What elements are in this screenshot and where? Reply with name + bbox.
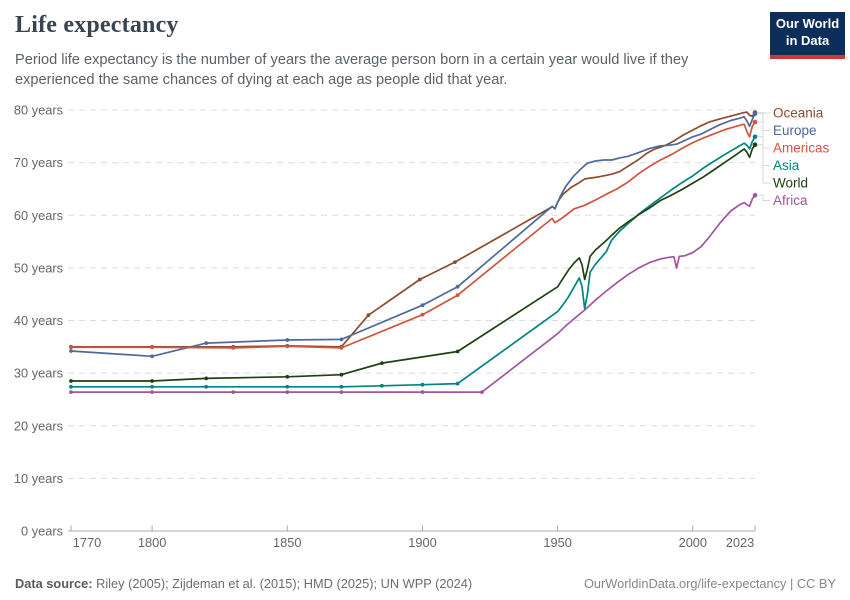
- legend-label-oceania[interactable]: Oceania: [773, 106, 824, 121]
- data-point-asia[interactable]: [420, 382, 425, 387]
- data-point-asia[interactable]: [380, 383, 384, 388]
- data-point-europe[interactable]: [204, 341, 209, 345]
- data-point-africa[interactable]: [285, 390, 290, 394]
- owid-logo-line1: Our World: [775, 16, 840, 31]
- data-point-world[interactable]: [285, 374, 290, 379]
- data-point-world-final[interactable]: [752, 142, 758, 147]
- x-axis-tick-label: 1800: [138, 535, 166, 550]
- x-axis-tick-label: 2023: [726, 535, 754, 550]
- x-axis-tick-label: 1900: [408, 535, 436, 550]
- data-point-europe[interactable]: [69, 349, 73, 353]
- y-axis-tick-label: 30 years: [14, 366, 63, 381]
- data-point-world[interactable]: [69, 379, 73, 383]
- series-line-africa[interactable]: [70, 194, 756, 393]
- data-point-americas[interactable]: [339, 346, 344, 350]
- data-point-africa-final[interactable]: [752, 193, 758, 198]
- data-point-asia[interactable]: [204, 384, 209, 389]
- series-line-world[interactable]: [70, 143, 756, 382]
- data-point-africa[interactable]: [69, 390, 73, 394]
- footer-separator: |: [786, 576, 797, 591]
- legend-connector: [758, 136, 770, 166]
- license-badge: CC BY: [796, 576, 836, 591]
- data-point-americas-final[interactable]: [752, 119, 758, 125]
- data-point-americas[interactable]: [231, 346, 236, 350]
- chart-subtitle: Period life expectancy is the number of …: [15, 52, 689, 89]
- data-point-europe[interactable]: [339, 337, 344, 342]
- legend-label-americas[interactable]: Americas: [773, 141, 830, 156]
- data-source-label: Data source:: [15, 576, 93, 591]
- data-point-world[interactable]: [455, 349, 460, 354]
- data-source-note: Data source: Riley (2005); Zijdeman et a…: [15, 576, 472, 591]
- owid-logo[interactable]: Our World in Data: [770, 12, 845, 59]
- data-point-americas[interactable]: [285, 344, 290, 349]
- y-axis-tick-label: 60 years: [14, 208, 63, 223]
- data-source-list: Riley (2005); Zijdeman et al. (2015); HM…: [92, 576, 473, 591]
- data-point-europe[interactable]: [455, 284, 460, 289]
- legend-label-asia[interactable]: Asia: [773, 158, 800, 173]
- data-point-americas[interactable]: [150, 345, 155, 350]
- x-axis-tick-label: 1950: [543, 535, 571, 550]
- legend-connector: [758, 144, 770, 184]
- owid-logo-line2: in Data: [785, 32, 830, 48]
- data-point-asia-final[interactable]: [752, 134, 758, 140]
- data-point-africa[interactable]: [150, 390, 155, 394]
- y-axis-tick-label: 70 years: [14, 155, 63, 170]
- legend-connector: [758, 121, 770, 149]
- data-point-world[interactable]: [150, 379, 155, 383]
- legend-label-africa[interactable]: Africa: [773, 193, 808, 208]
- data-point-asia[interactable]: [150, 384, 155, 389]
- series-line-americas[interactable]: [70, 121, 756, 349]
- data-point-oceania[interactable]: [453, 260, 457, 264]
- y-axis-tick-label: 50 years: [14, 260, 63, 275]
- series-line-asia[interactable]: [70, 135, 756, 388]
- x-axis-tick-label: 1850: [273, 535, 301, 550]
- data-point-americas[interactable]: [69, 345, 73, 350]
- data-point-africa[interactable]: [420, 390, 425, 394]
- x-axis-tick-label: 1770: [73, 535, 101, 550]
- legend-label-world[interactable]: World: [773, 176, 808, 191]
- legend-label-europe[interactable]: Europe: [773, 123, 817, 138]
- legend-connector: [758, 194, 770, 201]
- y-axis-tick-label: 80 years: [14, 103, 63, 118]
- page-title: Life expectancy: [15, 12, 179, 38]
- data-point-asia[interactable]: [339, 384, 344, 389]
- y-axis-tick-label: 10 years: [14, 471, 63, 486]
- data-point-asia[interactable]: [285, 384, 290, 389]
- y-axis-tick-label: 20 years: [14, 418, 63, 433]
- footer-attribution: OurWorldinData.org/life-expectancy | CC …: [584, 576, 836, 591]
- y-axis-tick-label: 0 years: [21, 524, 63, 539]
- data-point-africa[interactable]: [480, 390, 484, 394]
- data-point-africa[interactable]: [339, 390, 344, 394]
- data-point-asia[interactable]: [69, 384, 73, 389]
- data-point-europe[interactable]: [150, 354, 155, 359]
- data-point-oceania[interactable]: [417, 277, 422, 282]
- data-point-americas[interactable]: [455, 293, 460, 298]
- x-axis-tick-label: 2000: [679, 535, 707, 550]
- owid-url-link[interactable]: OurWorldinData.org/life-expectancy: [583, 576, 787, 591]
- data-point-americas[interactable]: [420, 312, 425, 317]
- data-point-oceania[interactable]: [366, 313, 371, 318]
- data-point-world[interactable]: [204, 376, 209, 381]
- chart-footer: Data source: Riley (2005); Zijdeman et a…: [15, 576, 836, 591]
- y-axis-tick-label: 40 years: [14, 313, 63, 328]
- data-point-world[interactable]: [339, 372, 344, 377]
- data-point-europe[interactable]: [420, 303, 425, 308]
- data-point-world[interactable]: [380, 361, 384, 365]
- data-point-africa[interactable]: [231, 390, 236, 394]
- data-point-europe[interactable]: [285, 338, 290, 342]
- data-point-asia[interactable]: [455, 381, 460, 386]
- data-point-europe-final[interactable]: [752, 111, 758, 116]
